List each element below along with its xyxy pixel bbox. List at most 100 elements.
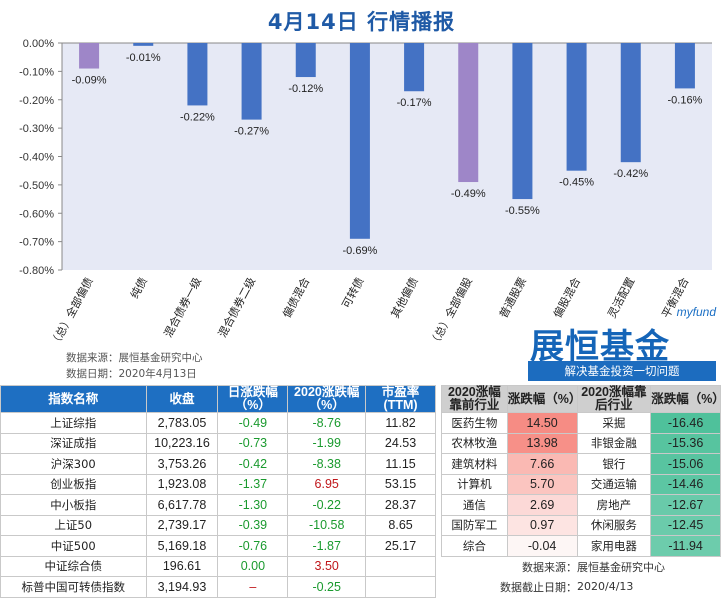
index-name: 中证500: [0, 535, 147, 557]
bar: [566, 43, 587, 171]
data-label: -0.49%: [451, 188, 486, 200]
index-pe: 8.65: [365, 514, 436, 536]
index-table-header: 收盘: [145, 385, 219, 413]
y-tick-label: -0.70%: [19, 237, 54, 249]
sector-top-change: 5.70: [506, 473, 578, 495]
index-pe: 25.17: [365, 535, 436, 557]
category-label: 其他偏债: [388, 275, 421, 320]
table-row: 综合 -0.04 家用电器 -11.94: [441, 535, 721, 557]
page-title: 4月14日 行情播报: [267, 10, 456, 34]
index-table-header: 2020涨跌幅（%）: [287, 385, 367, 413]
table-row: 深证成指 10,223.16 -0.73 -1.99 24.53: [0, 432, 436, 454]
sector-top-name: 通信: [441, 494, 508, 516]
index-close: 5,169.18: [145, 535, 219, 557]
index-close: 2,783.05: [145, 412, 219, 434]
sector-bottom-change: -14.46: [650, 473, 721, 495]
index-name: 中小板指: [0, 494, 147, 516]
category-label: （总）全部偏债: [47, 275, 96, 350]
sector-date: 数据截止日期： 2020/4/13: [442, 577, 721, 598]
index-name: 上证50: [0, 514, 147, 536]
table-row: 标普中国可转债指数 3,194.93– -0.25: [0, 576, 436, 598]
chart-date: 数据日期：2020年4月13日: [66, 368, 197, 380]
index-pe: 11.15: [365, 453, 436, 475]
table-row: 上证综指 2,783.05 -0.49 -8.76 11.82: [0, 412, 436, 434]
index-pe: 53.15: [365, 473, 436, 495]
data-label: -0.16%: [667, 94, 702, 106]
category-label: 偏债混合: [279, 275, 312, 320]
sector-bottom-change: -15.06: [650, 453, 721, 475]
sector-table-header: 2020涨幅靠后行业: [576, 385, 652, 413]
table-row: 计算机 5.70 交通运输 -14.46: [441, 473, 721, 495]
index-ytd-change: 6.95: [287, 473, 367, 495]
data-label: -0.45%: [559, 177, 594, 189]
sector-bottom-change: -11.94: [650, 535, 721, 557]
index-day-change: 0.00: [217, 555, 289, 577]
data-label: -0.12%: [288, 83, 323, 95]
y-tick-label: -0.20%: [19, 95, 54, 107]
y-tick-label: -0.40%: [19, 152, 54, 164]
sector-bottom-change: -12.45: [650, 514, 721, 536]
bar: [620, 43, 641, 163]
index-day-change: -0.73: [217, 432, 289, 454]
index-name: 创业板指: [0, 473, 147, 495]
index-table-header: 市盈率(TTM): [365, 385, 436, 413]
sector-table-header: 涨跌幅（%）: [650, 385, 723, 413]
bar: [241, 43, 262, 120]
index-day-change: -0.42: [217, 453, 289, 475]
sector-top-name: 建筑材料: [441, 453, 508, 475]
index-day-change: -0.39: [217, 514, 289, 536]
sector-top-name: 计算机: [441, 473, 508, 495]
sector-top-change: -0.04: [506, 535, 578, 557]
bar: [133, 43, 154, 46]
bar: [674, 43, 695, 89]
sector-date-value: 2020/4/13: [577, 580, 634, 594]
sector-table-header: 2020涨幅靠前行业: [441, 385, 508, 413]
sector-top-name: 综合: [441, 535, 508, 557]
index-close: 10,223.16: [145, 432, 219, 454]
sector-top-change: 0.97: [506, 514, 578, 536]
sector-source-label: 数据来源：: [522, 560, 577, 574]
bar: [458, 43, 479, 183]
bar: [404, 43, 425, 92]
sector-bottom-name: 银行: [576, 453, 652, 475]
index-pe: 11.82: [365, 412, 436, 434]
category-label: （总）全部偏股: [426, 275, 475, 350]
sector-bottom-name: 采掘: [576, 412, 652, 434]
index-close: 3,753.26: [145, 453, 219, 475]
sector-bottom-name: 非银金融: [576, 432, 652, 454]
bar-chart: 0.00% -0.10% -0.20% -0.30% -0.40% -0.50% -0.60…: [19, 38, 712, 350]
index-pe: 24.53: [365, 432, 436, 454]
logo-name: 展恒基金: [530, 327, 670, 367]
index-day-change: -0.76: [217, 535, 289, 557]
index-close: 6,617.78: [145, 494, 219, 516]
table-row: 上证50 2,739.17 -0.39 -10.58 8.65: [0, 514, 436, 536]
sector-source: 数据来源： 展恒基金研究中心: [442, 556, 721, 577]
index-name: 深证成指: [0, 432, 147, 454]
sector-top-change: 7.66: [506, 453, 578, 475]
sector-top-change: 13.98: [506, 432, 578, 454]
index-table-header: 日涨跌幅（%）: [217, 385, 289, 413]
data-label: -0.01%: [126, 52, 161, 64]
index-close: 2,739.17: [145, 514, 219, 536]
data-label: -0.09%: [72, 75, 107, 87]
bar: [512, 43, 533, 200]
category-label: 纯债: [127, 275, 150, 301]
index-ytd-change: -1.99: [287, 432, 367, 454]
sector-bottom-change: -16.46: [650, 412, 721, 434]
category-label: 混合债券一级: [161, 275, 204, 340]
index-pe: [365, 576, 436, 598]
index-close: 1,923.08: [145, 473, 219, 495]
sector-top-change: 2.69: [506, 494, 578, 516]
index-name: 标普中国可转债指数: [0, 576, 147, 598]
y-tick-label: -0.30%: [19, 123, 54, 135]
chart-source: 数据来源：展恒基金研究中心: [66, 352, 203, 364]
sector-top-name: 农林牧渔: [441, 432, 508, 454]
index-day-change: -1.37: [217, 473, 289, 495]
sector-table-header: 涨跌幅（%）: [506, 385, 581, 413]
index-ytd-change: -0.22: [287, 494, 367, 516]
sector-bottom-name: 房地产: [576, 494, 652, 516]
y-tick-label: -0.60%: [19, 208, 54, 220]
index-ytd-change: -1.87: [287, 535, 367, 557]
bar: [349, 43, 370, 239]
index-table: 指数名称 收盘 日涨跌幅（%） 2020涨跌幅（%） 市盈率(TTM) 上证综指 2,78…: [0, 385, 436, 598]
